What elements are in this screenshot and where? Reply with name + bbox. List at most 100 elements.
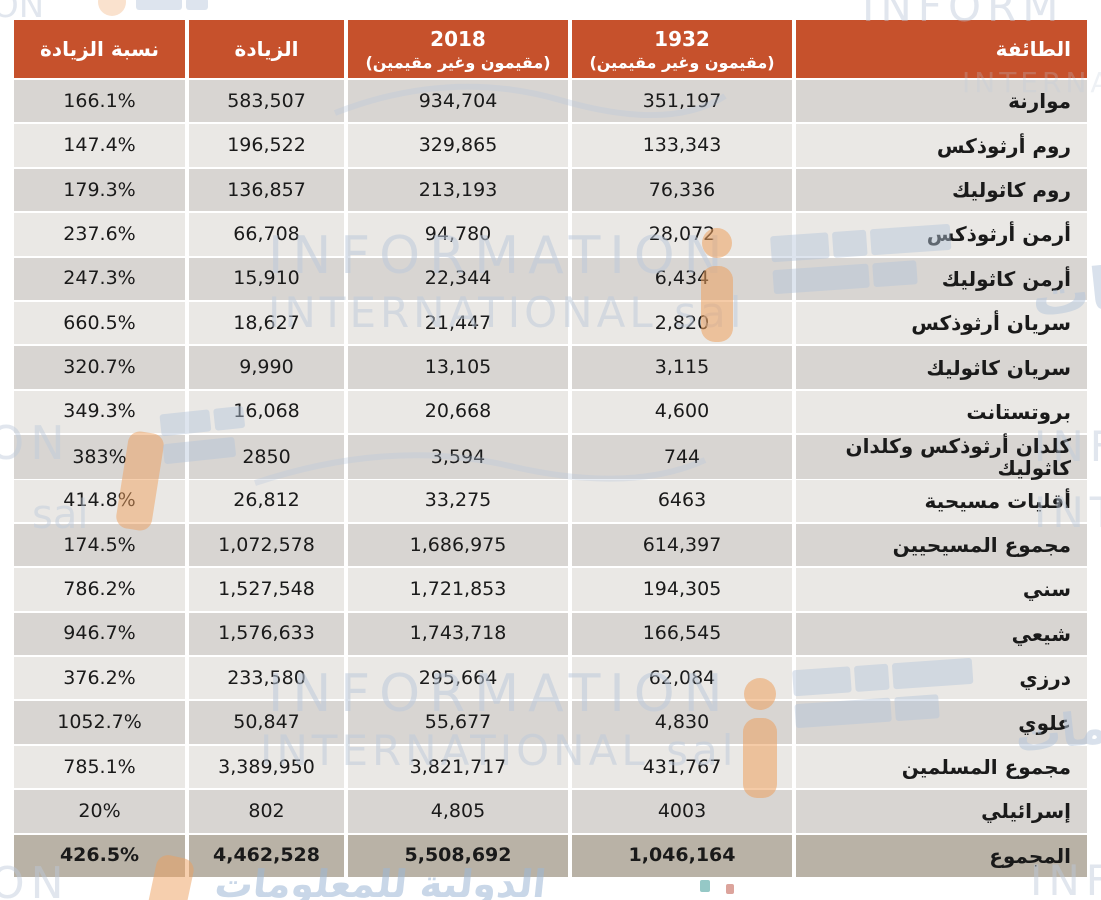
- cell-increase-pct-value: 660.5%: [14, 301, 185, 345]
- cell-2018-value: 4,805: [348, 790, 568, 833]
- table-header-row: الطائفة 1932 (مقيمون وغير مقيمين) 2018 (…: [14, 20, 1087, 78]
- watermark-logo-blocks-top: [134, 0, 210, 16]
- table-row: روم أرثوذكس 133,343 329,865 196,522 147.…: [14, 124, 1087, 167]
- cell-sect-name: روم كاثوليك: [796, 168, 1087, 212]
- column-header-1932-sublabel: (مقيمون وغير مقيمين): [589, 52, 775, 72]
- cell-1932-value: 194,305: [572, 568, 792, 611]
- cell-increase-value: 136,857: [189, 168, 344, 212]
- cell-sect-name: مجموع المسيحيين: [796, 523, 1087, 567]
- cell-1932-value: 351,197: [572, 80, 792, 123]
- cell-2018-value: 22,344: [348, 257, 568, 300]
- cell-increase-pct-value: 20%: [14, 790, 185, 833]
- cell-sect-name: سريان أرثوذكس: [796, 301, 1087, 345]
- cell-2018-value: 3,821,717: [348, 745, 568, 789]
- cell-increase-pct-value: 426.5%: [14, 834, 185, 878]
- cell-1932-value: 133,343: [572, 124, 792, 167]
- cell-2018-value: 1,721,853: [348, 568, 568, 611]
- cell-sect-name: كلدان أرثوذكس وكلدان كاثوليك: [796, 435, 1087, 480]
- cell-sect-name: موارنة: [796, 80, 1087, 123]
- table-row: سريان كاثوليك 3,115 13,105 9,990 320.7%: [14, 346, 1087, 389]
- cell-1932-value: 28,072: [572, 213, 792, 256]
- cell-1932-value: 6,434: [572, 257, 792, 300]
- table-row: أقليات مسيحية 6463 33,275 26,812 414.8%: [14, 479, 1087, 522]
- cell-1932-value: 1,046,164: [572, 834, 792, 878]
- cell-1932-value: 614,397: [572, 523, 792, 567]
- table-row: أرمن كاثوليك 6,434 22,344 15,910 247.3%: [14, 257, 1087, 300]
- cell-increase-value: 16,068: [189, 390, 344, 434]
- cell-increase-value: 1,576,633: [189, 612, 344, 656]
- cell-1932-value: 166,545: [572, 612, 792, 656]
- column-header-2018-sublabel: (مقيمون وغير مقيمين): [365, 52, 551, 72]
- table-row: سني 194,305 1,721,853 1,527,548 786.2%: [14, 568, 1087, 611]
- watermark-orange-dot-top: [98, 0, 126, 16]
- cell-1932-value: 4,600: [572, 390, 792, 434]
- cell-increase-pct-value: 946.7%: [14, 612, 185, 656]
- cell-increase-pct-value: 786.2%: [14, 568, 185, 611]
- cell-increase-pct-value: 349.3%: [14, 390, 185, 434]
- table-row: موارنة 351,197 934,704 583,507 166.1%: [14, 80, 1087, 123]
- cell-sect-name: شيعي: [796, 612, 1087, 656]
- column-header-1932: 1932 (مقيمون وغير مقيمين): [572, 20, 792, 78]
- table-row: إسرائيلي 4003 4,805 802 20%: [14, 790, 1087, 833]
- table-row: المجموع 1,046,164 5,508,692 4,462,528 42…: [14, 834, 1087, 878]
- cell-sect-name: أرمن كاثوليك: [796, 257, 1087, 300]
- cell-increase-pct-value: 1052.7%: [14, 701, 185, 744]
- cell-2018-value: 3,594: [348, 435, 568, 480]
- cell-2018-value: 13,105: [348, 346, 568, 389]
- cell-sect-name: أرمن أرثوذكس: [796, 213, 1087, 256]
- column-header-increase-pct-label: نسبة الزيادة: [40, 37, 160, 61]
- cell-sect-name: درزي: [796, 657, 1087, 700]
- cell-2018-value: 5,508,692: [348, 834, 568, 878]
- cell-increase-value: 196,522: [189, 124, 344, 167]
- cell-increase-value: 15,910: [189, 257, 344, 300]
- cell-2018-value: 94,780: [348, 213, 568, 256]
- cell-increase-value: 66,708: [189, 213, 344, 256]
- cell-increase-pct-value: 247.3%: [14, 257, 185, 300]
- table-body: موارنة 351,197 934,704 583,507 166.1% رو…: [14, 80, 1087, 878]
- cell-2018-value: 55,677: [348, 701, 568, 744]
- watermark-red-mark-bottom: [726, 884, 734, 894]
- table-row: مجموع المسيحيين 614,397 1,686,975 1,072,…: [14, 523, 1087, 567]
- cell-2018-value: 934,704: [348, 80, 568, 123]
- cell-increase-value: 583,507: [189, 80, 344, 123]
- cell-increase-value: 26,812: [189, 479, 344, 522]
- cell-increase-value: 50,847: [189, 701, 344, 744]
- cell-1932-value: 4,830: [572, 701, 792, 744]
- table-row: علوي 4,830 55,677 50,847 1052.7%: [14, 701, 1087, 744]
- cell-2018-value: 295,664: [348, 657, 568, 700]
- population-by-sect-table: الطائفة 1932 (مقيمون وغير مقيمين) 2018 (…: [14, 20, 1087, 878]
- cell-sect-name: المجموع: [796, 834, 1087, 878]
- column-header-1932-label: 1932: [654, 26, 710, 51]
- table-row: روم كاثوليك 76,336 213,193 136,857 179.3…: [14, 168, 1087, 212]
- cell-1932-value: 62,084: [572, 657, 792, 700]
- cell-increase-pct-value: 383%: [14, 435, 185, 480]
- cell-increase-pct-value: 166.1%: [14, 80, 185, 123]
- cell-increase-value: 1,072,578: [189, 523, 344, 567]
- column-header-2018: 2018 (مقيمون وغير مقيمين): [348, 20, 568, 78]
- cell-increase-value: 233,580: [189, 657, 344, 700]
- cell-2018-value: 20,668: [348, 390, 568, 434]
- watermark-teal-mark-bottom: [700, 880, 710, 892]
- column-header-2018-label: 2018: [430, 26, 486, 51]
- cell-increase-pct-value: 320.7%: [14, 346, 185, 389]
- cell-increase-value: 1,527,548: [189, 568, 344, 611]
- cell-2018-value: 21,447: [348, 301, 568, 345]
- table-row: درزي 62,084 295,664 233,580 376.2%: [14, 657, 1087, 700]
- table-row: مجموع المسلمين 431,767 3,821,717 3,389,9…: [14, 745, 1087, 789]
- cell-increase-value: 2850: [189, 435, 344, 480]
- cell-sect-name: روم أرثوذكس: [796, 124, 1087, 167]
- cell-1932-value: 744: [572, 435, 792, 480]
- cell-sect-name: علوي: [796, 701, 1087, 744]
- cell-increase-pct-value: 237.6%: [14, 213, 185, 256]
- cell-2018-value: 33,275: [348, 479, 568, 522]
- cell-sect-name: مجموع المسلمين: [796, 745, 1087, 789]
- cell-sect-name: سني: [796, 568, 1087, 611]
- cell-increase-value: 9,990: [189, 346, 344, 389]
- cell-1932-value: 76,336: [572, 168, 792, 212]
- column-header-increase: الزيادة: [189, 20, 344, 78]
- cell-sect-name: أقليات مسيحية: [796, 479, 1087, 522]
- cell-increase-pct-value: 179.3%: [14, 168, 185, 212]
- cell-increase-pct-value: 785.1%: [14, 745, 185, 789]
- cell-2018-value: 1,743,718: [348, 612, 568, 656]
